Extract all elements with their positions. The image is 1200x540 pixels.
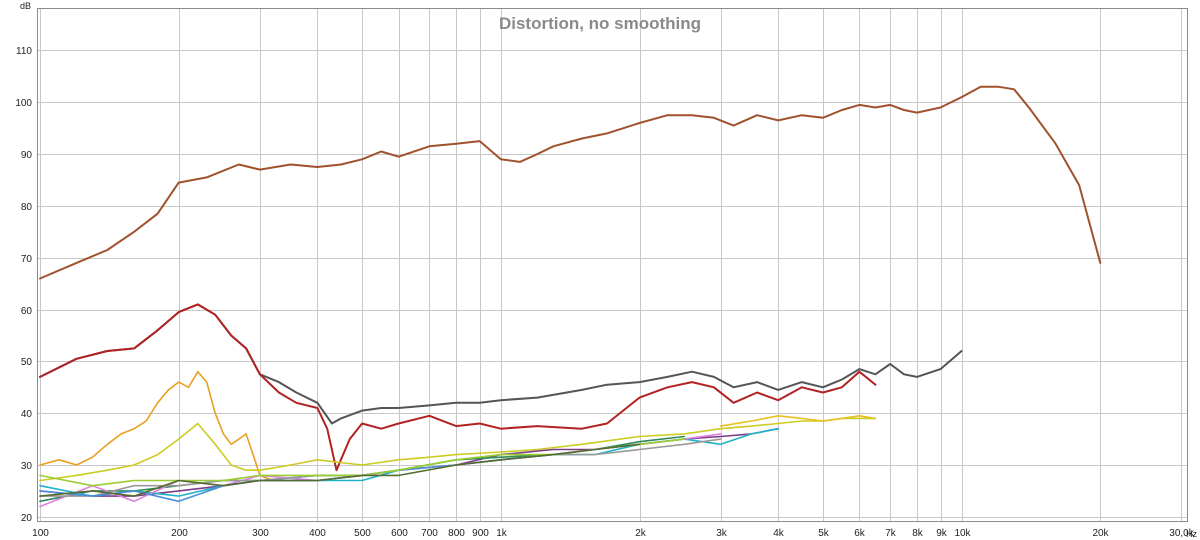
series-line-6 — [719, 414, 877, 427]
x-tick-label: 3k — [716, 528, 728, 539]
y-tick-label: 50 — [21, 357, 33, 368]
y-tick-label: 40 — [21, 409, 33, 420]
y-tick-label: 60 — [21, 306, 33, 317]
x-tick-label: 8k — [912, 528, 924, 539]
x-tick-label: 2k — [635, 528, 647, 539]
x-tick-label: 10k — [954, 528, 971, 539]
series-line-1 — [39, 85, 1102, 280]
y-tick-label: 90 — [21, 150, 33, 161]
x-tick-label: 600 — [391, 528, 408, 539]
series-line-12 — [39, 443, 641, 503]
y-tick-label: 80 — [21, 202, 33, 213]
x-tick-label: 20k — [1092, 528, 1109, 539]
series-line-3 — [39, 303, 877, 472]
y-tick-label: 30 — [21, 461, 33, 472]
x-tick-label: 800 — [448, 528, 465, 539]
series-group — [39, 85, 1102, 508]
y-axis-unit: dB — [20, 1, 31, 11]
x-tick-label: 400 — [309, 528, 326, 539]
x-tick-label: 5k — [818, 528, 830, 539]
x-tick-label: 100 — [32, 528, 49, 539]
y-tick-label: 70 — [21, 254, 33, 265]
chart-title: Distortion, no smoothing — [499, 14, 701, 33]
y-tick-label: 100 — [15, 98, 32, 109]
x-tick-label: 30,0k — [1169, 528, 1194, 539]
x-axis-unit: Hz — [1186, 529, 1197, 539]
x-tick-label: 1k — [496, 528, 508, 539]
series-line-14 — [39, 443, 641, 497]
x-tick-label: 900 — [472, 528, 489, 539]
x-tick-label: 6k — [854, 528, 866, 539]
series-line-5 — [39, 417, 877, 482]
x-tick-label: 200 — [171, 528, 188, 539]
series-line-11 — [39, 438, 722, 497]
x-tick-label: 700 — [421, 528, 438, 539]
x-tick-label: 300 — [252, 528, 269, 539]
axis-ticks: 20 30 40 50 60 70 80 90 100 110 100 200 300 400 500 600… — [15, 46, 1194, 539]
x-tick-label: 9k — [936, 528, 948, 539]
x-tick-label: 500 — [354, 528, 371, 539]
series-line-4 — [39, 370, 274, 482]
y-tick-label: 110 — [16, 46, 32, 57]
x-tick-label: 4k — [773, 528, 785, 539]
x-tick-label: 7k — [885, 528, 897, 539]
plot-frame — [37, 8, 1188, 522]
grid — [38, 9, 1188, 522]
y-tick-label: 20 — [21, 513, 33, 524]
